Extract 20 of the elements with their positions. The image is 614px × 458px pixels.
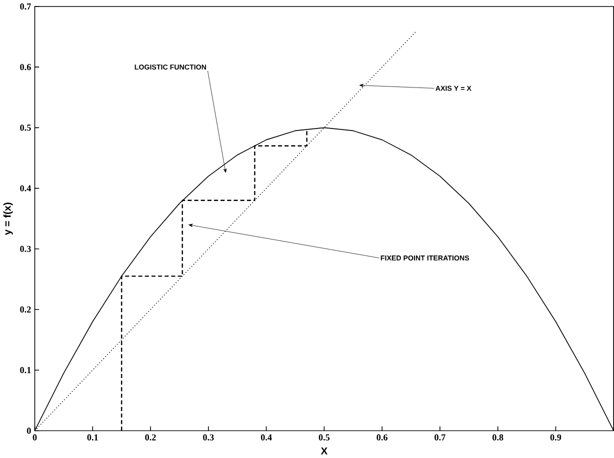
x-tick-label: 0.9: [550, 434, 562, 441]
x-axis-title: X: [320, 448, 328, 455]
y-tick-label: 0.7: [20, 3, 31, 10]
y-tick-label: 0.6: [20, 64, 31, 70]
y-tick-label: 0.4: [20, 185, 32, 192]
x-tick-label: 0: [32, 434, 37, 441]
x-tick-label: 0.2: [145, 434, 156, 441]
x-tick-label: 0.5: [318, 434, 330, 441]
x-tick-label: 0.8: [492, 434, 504, 441]
x-tick-label: 0.6: [376, 434, 388, 441]
y-tick-label: 0.3: [20, 246, 31, 252]
y-tick-label: 0.1: [20, 367, 31, 374]
y-tick-label: 0: [26, 428, 31, 434]
x-tick-label: 0.3: [203, 434, 214, 441]
x-tick-label: 0.1: [87, 434, 98, 441]
y-axis-title: y = f(x): [3, 202, 13, 236]
x-tick-label: 0.7: [434, 434, 446, 441]
y-tick-label: 0.5: [20, 124, 31, 131]
x-tick-label: 0.4: [260, 434, 272, 441]
y-tick-label: 0.2: [20, 306, 31, 313]
